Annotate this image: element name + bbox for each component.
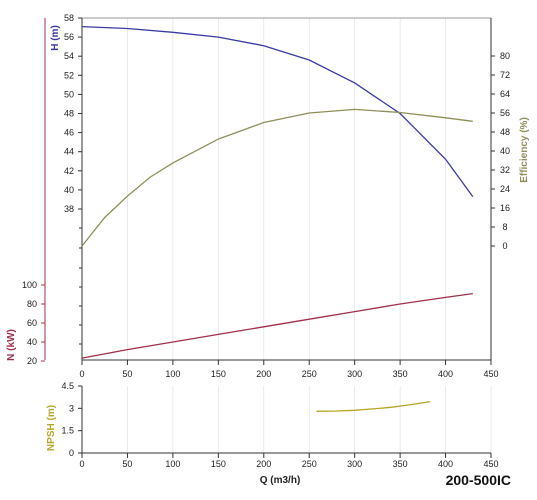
efficiency-tick-label: 72 [500,70,510,80]
tick-labels: 38 40 42 44 46 48 50 52 54 56 58 0 8 16 24 32 40 48 56 64 72… [6,13,530,486]
npsh-curve [316,400,431,412]
x-tick-label-main: 400 [438,369,453,379]
x-tick-label-npsh: 350 [393,459,408,469]
x-tick-label-npsh: 300 [347,459,362,469]
efficiency-tick-label: 32 [500,165,510,175]
head-tick-label: 54 [64,51,74,61]
power-tick-label: 80 [27,299,37,309]
x-tick-label-npsh: 200 [256,459,271,469]
x-tick-label-main: 50 [122,369,132,379]
x-tick-label-npsh: 0 [79,459,84,469]
x-tick-label-main: 450 [483,369,498,379]
head-tick-label: 48 [64,109,74,119]
power-curve [81,292,473,359]
power-tick-label: 100 [22,280,37,290]
npsh-tick-label: 0 [69,448,74,458]
x-tick-label-main: 200 [256,369,271,379]
efficiency-tick-label: 8 [502,222,507,232]
efficiency-tick-label: 40 [500,146,510,156]
efficiency-tick-label: 56 [500,108,510,118]
x-tick-label-main: 350 [393,369,408,379]
power-tick-label: 20 [27,356,37,366]
model-label: 200-500IC [445,472,511,488]
head-tick-label: 52 [64,70,74,80]
x-tick-label-npsh: 400 [438,459,453,469]
efficiency-axis-title: Efficiency (%) [519,117,530,183]
x-tick-label-main: 150 [211,369,226,379]
grid-lines [81,18,492,453]
power-axis-title: N (kW) [6,329,17,361]
x-tick-label-main: 250 [302,369,317,379]
x-tick-label-npsh: 100 [165,459,180,469]
npsh-axis-title: NPSH (m) [46,405,57,451]
efficiency-tick-label: 80 [500,51,510,61]
head-tick-label: 40 [64,185,74,195]
head-tick-label: 38 [64,204,74,214]
head-tick-label: 50 [64,89,74,99]
power-tick-label: 60 [27,318,37,328]
efficiency-tick-label: 16 [500,203,510,213]
x-tick-label-npsh: 450 [483,459,498,469]
efficiency-curve [81,108,473,247]
efficiency-tick-label: 24 [500,184,510,194]
x-tick-label-main: 100 [165,369,180,379]
x-tick-label-main: 0 [79,369,84,379]
head-tick-label: 44 [64,147,74,157]
head-tick-label: 42 [64,166,74,176]
x-tick-label-npsh: 50 [122,459,132,469]
power-tick-label: 40 [27,337,37,347]
efficiency-tick-label: 64 [500,89,510,99]
efficiency-tick-label: 48 [500,127,510,137]
npsh-tick-label: 1.5 [61,426,74,436]
series-lines [81,25,474,412]
flow-axis-title: Q (m3/h) [260,475,301,486]
x-tick-label-npsh: 150 [211,459,226,469]
head-tick-label: 58 [64,13,74,23]
axes [41,17,495,458]
npsh-tick-label: 4.5 [61,381,74,391]
head-axis-title: H (m) [50,25,61,51]
npsh-tick-label: 3 [69,403,74,413]
x-tick-label-npsh: 250 [302,459,317,469]
head-tick-label: 46 [64,128,74,138]
head-tick-label: 56 [64,32,74,42]
efficiency-tick-label: 0 [502,241,507,251]
head-curve [81,25,474,197]
x-tick-label-main: 300 [347,369,362,379]
